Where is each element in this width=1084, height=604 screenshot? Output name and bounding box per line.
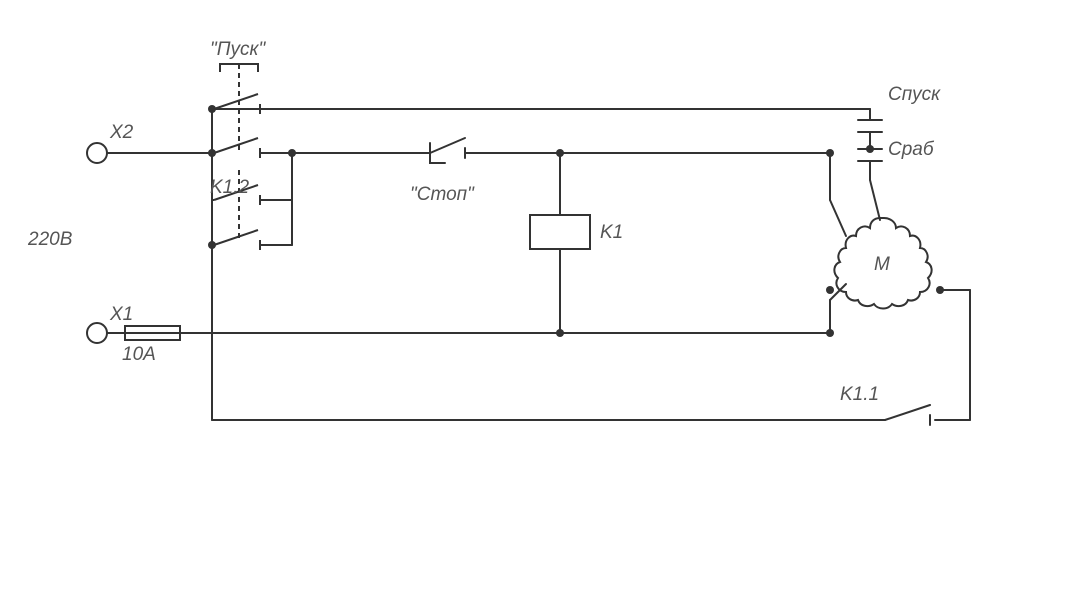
- label-stop: "Стоп": [410, 184, 475, 205]
- label-x2: X2: [109, 122, 134, 143]
- label-cpusk: Спуск: [888, 84, 941, 105]
- label-m: M: [874, 254, 890, 275]
- label-k11: K1.1: [840, 384, 879, 405]
- label-voltage: 220B: [27, 229, 73, 250]
- label-pusk: "Пуск": [210, 39, 266, 60]
- label-fuse: 10A: [122, 344, 156, 365]
- label-k12: K1.2: [210, 177, 250, 198]
- label-k1: K1: [600, 222, 623, 243]
- label-x1: X1: [109, 304, 133, 325]
- label-crab: Сраб: [888, 139, 935, 160]
